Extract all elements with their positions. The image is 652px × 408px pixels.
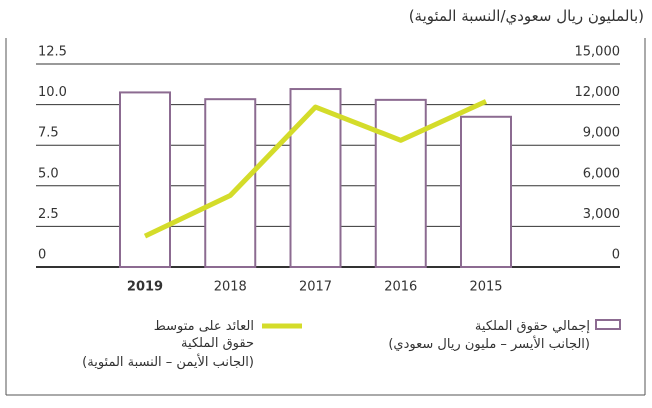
legend-label: العائد على متوسط حقوق الملكية: [153, 319, 254, 351]
y-tick-label: 12.5: [38, 45, 67, 60]
x-tick-label: 2016: [384, 280, 417, 295]
legend-swatch: [595, 319, 621, 330]
x-tick-label: 2017: [299, 280, 332, 295]
bar: [289, 88, 342, 268]
y-tick-label: 10.0: [38, 85, 67, 100]
chart-title: (بالمليون ريال سعودي/النسبة المئوية): [408, 7, 644, 25]
legend-note: (الجانب الأيمن – النسبة المئوية): [82, 355, 254, 370]
y-tick-label: 7.5: [38, 126, 59, 141]
x-tick-label: 2019: [127, 280, 163, 295]
bar: [204, 98, 257, 269]
bar: [119, 91, 171, 268]
y2-tick-label: 9,000: [583, 126, 620, 141]
y2-tick-label: 6,000: [583, 166, 620, 181]
line: [143, 99, 488, 239]
y2-tick-label: 12,000: [575, 85, 621, 100]
bar: [374, 98, 427, 269]
y-tick-label: 5.0: [38, 166, 59, 181]
y2-tick-label: 3,000: [583, 207, 620, 222]
y-tick-label: 0: [38, 248, 46, 263]
legend-note: (الجانب الأيسر – مليون ريال سعودي): [388, 337, 590, 352]
x-tick-label: 2018: [214, 280, 247, 295]
legend-label: إجمالي حقوق الملكية: [474, 319, 590, 334]
y-tick-label: 2.5: [38, 207, 59, 222]
y2-tick-label: 0: [612, 248, 620, 263]
x-tick-label: 2015: [469, 280, 502, 295]
bar: [460, 115, 512, 268]
y2-tick-label: 15,000: [575, 45, 621, 60]
